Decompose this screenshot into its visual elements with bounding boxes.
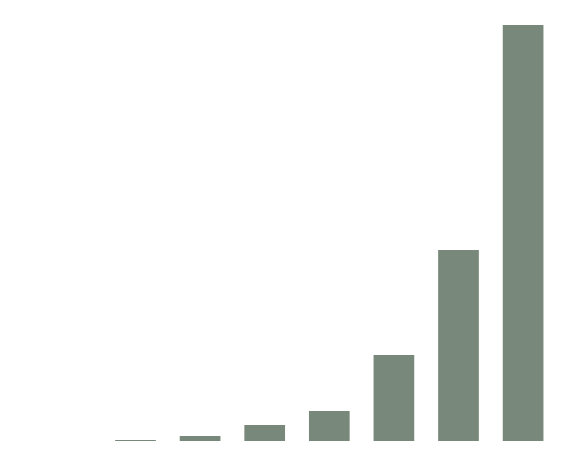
bar	[373, 355, 415, 441]
bar	[308, 411, 350, 441]
bar	[179, 436, 221, 441]
bar	[502, 25, 544, 441]
bar	[244, 425, 286, 441]
bar	[115, 440, 156, 441]
bar	[438, 250, 479, 441]
